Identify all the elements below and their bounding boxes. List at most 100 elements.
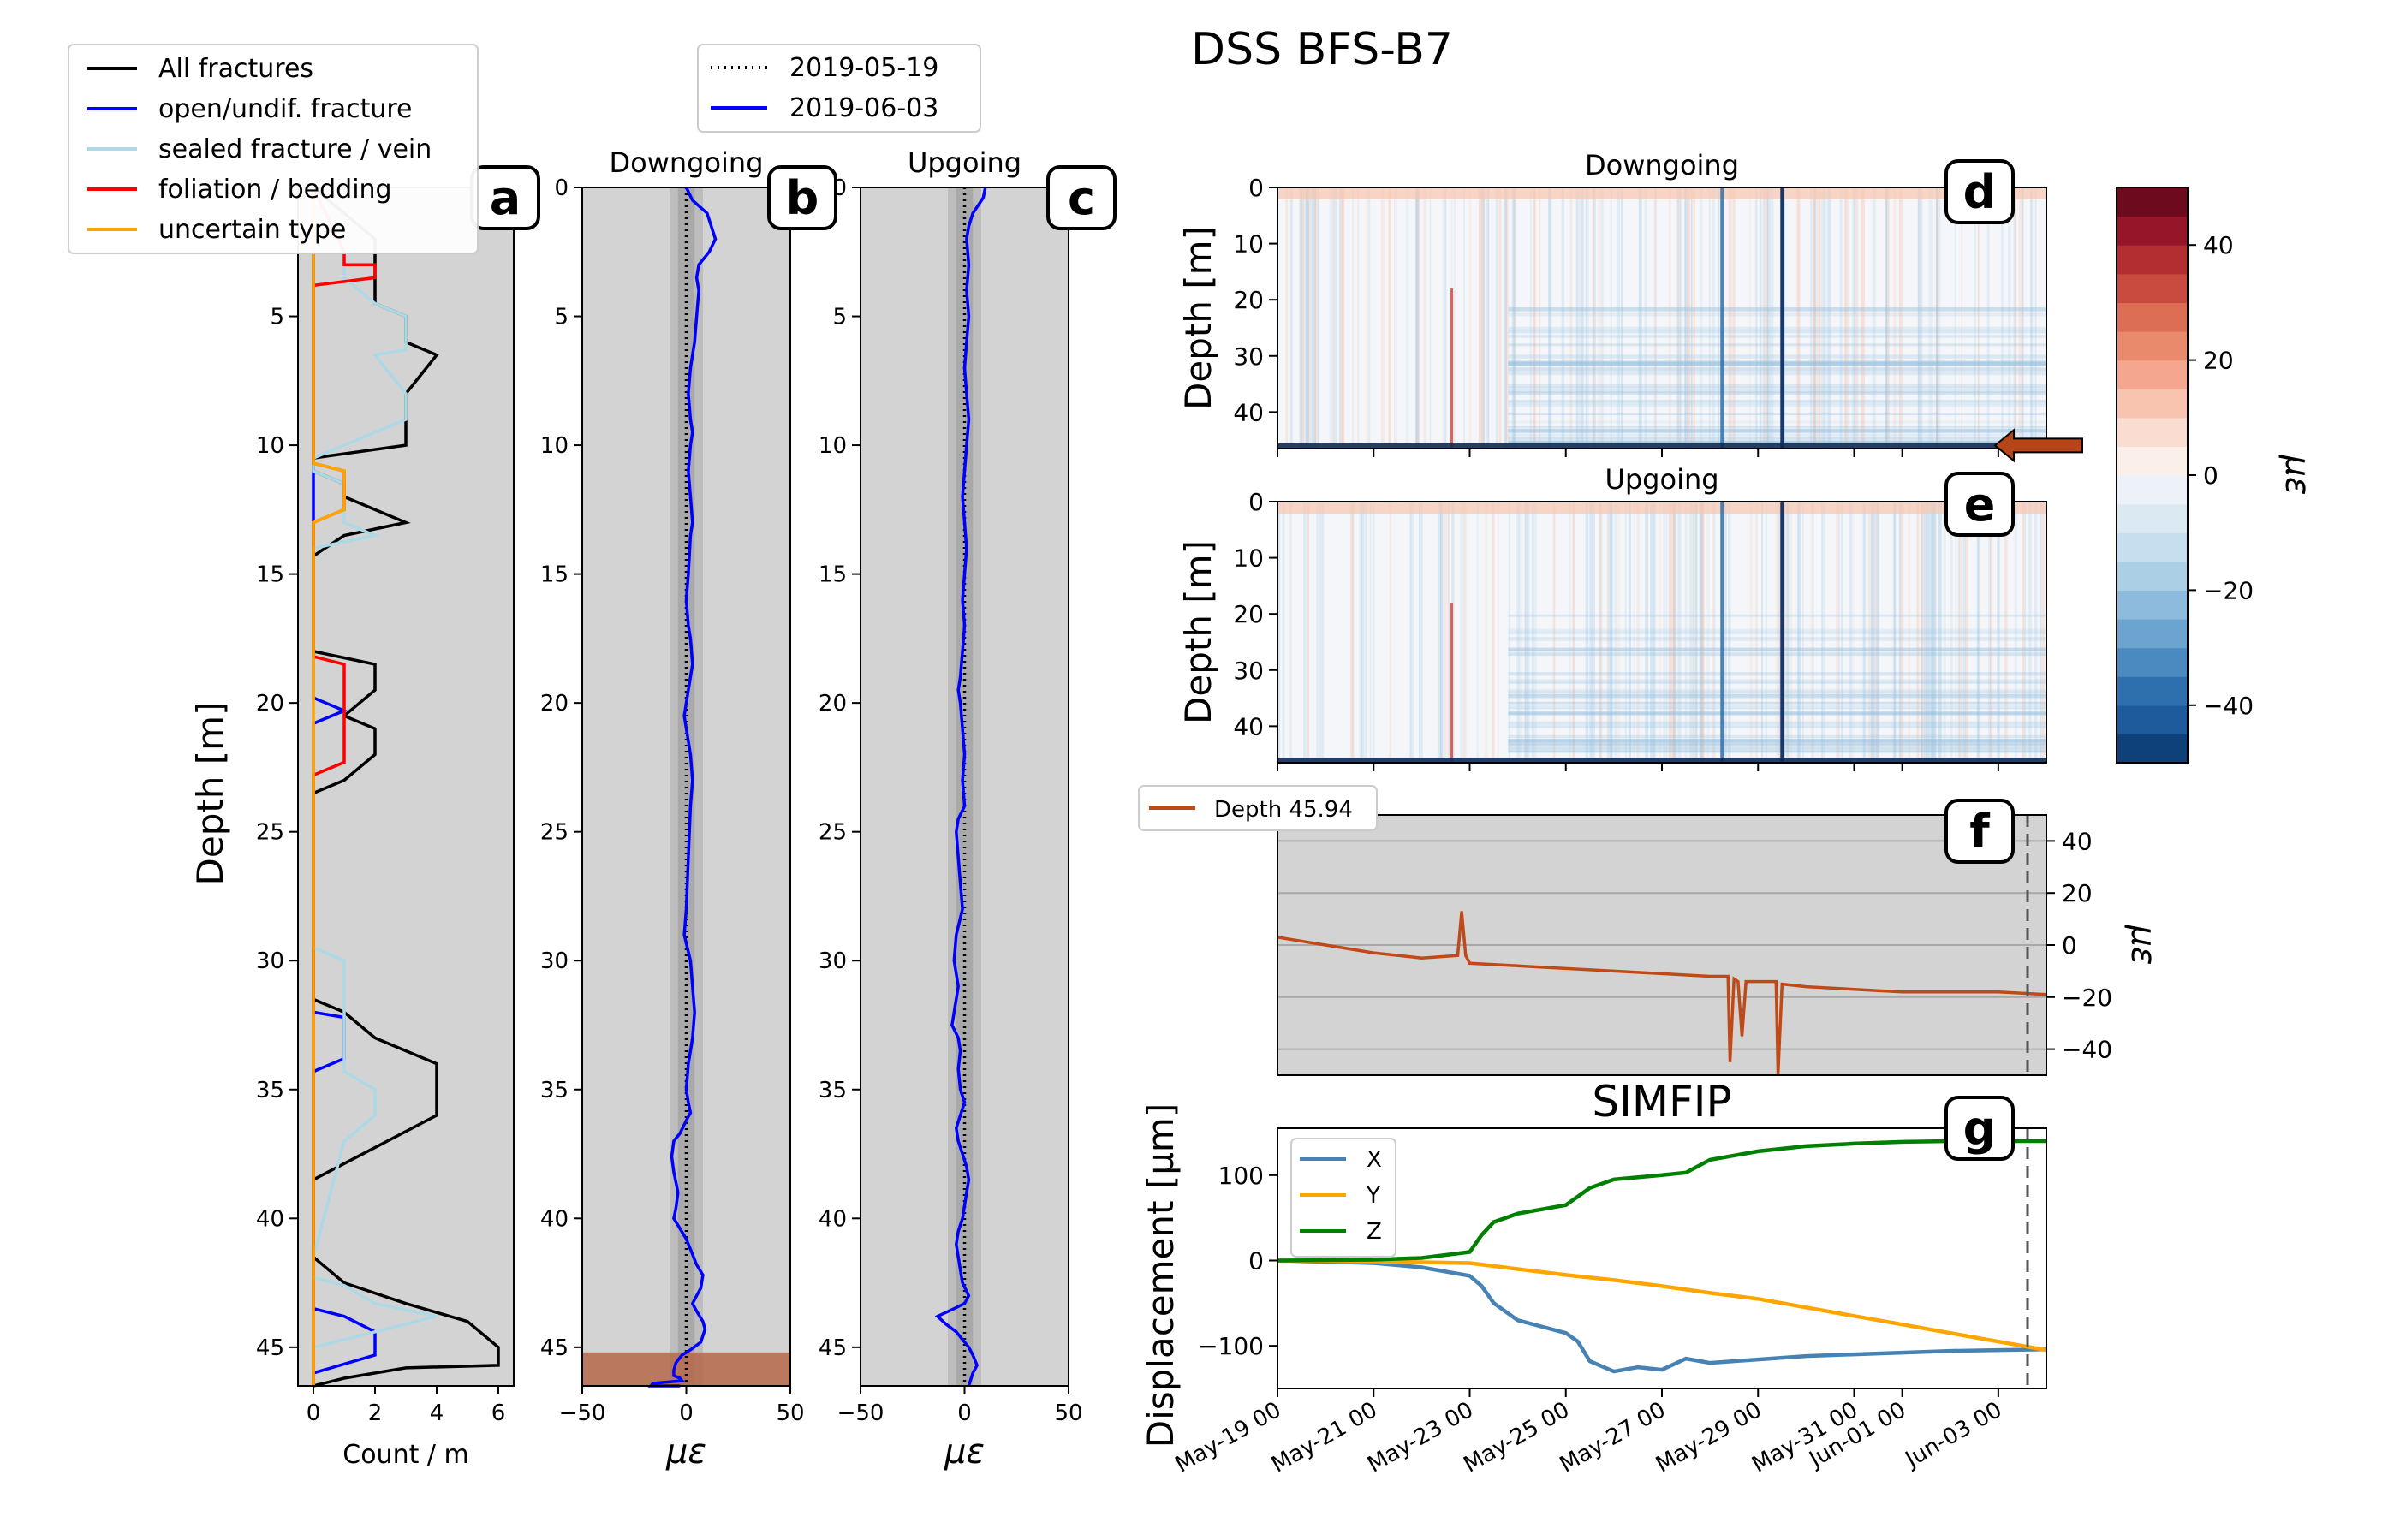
heatmap-streak xyxy=(1307,187,1309,449)
heatmap-streak xyxy=(1712,187,1715,449)
heatmap-streak xyxy=(1930,502,1934,763)
heatmap-streak xyxy=(1340,187,1344,449)
heatmap-band xyxy=(1508,434,2046,437)
y-tick-label: 30 xyxy=(1233,342,1264,371)
heatmap-streak xyxy=(1760,187,1761,449)
heatmap-streak xyxy=(1844,187,1847,449)
y-tick-label: 5 xyxy=(554,305,569,330)
heatmap-streak xyxy=(1997,502,2000,763)
heatmap-streak xyxy=(1524,502,1528,763)
heatmap-streak xyxy=(1766,187,1769,449)
heatmap-streak xyxy=(1317,187,1319,449)
series-line xyxy=(312,187,346,1386)
heatmap-band xyxy=(1508,386,2046,391)
heatmap-streak xyxy=(1854,187,1856,449)
heatmap-band xyxy=(1508,651,2046,657)
heatmap-streak xyxy=(1853,502,1855,763)
heatmap-streak xyxy=(2034,502,2038,763)
colorbar-segment xyxy=(2117,331,2188,361)
heatmap-streak xyxy=(1872,187,1875,449)
heatmap-streak xyxy=(2021,187,2023,449)
legend-box xyxy=(1138,785,1378,831)
colorbar-segment xyxy=(2117,561,2188,591)
heatmap-band xyxy=(1508,437,2046,440)
heatmap-streak xyxy=(1448,502,1450,763)
panel-title: Downgoing xyxy=(1585,149,1739,181)
colorbar-segment xyxy=(2117,389,2188,419)
heatmap-streak xyxy=(1893,187,1897,449)
heatmap-streak xyxy=(1926,502,1929,763)
heatmap-band xyxy=(1508,693,2046,697)
y-tick-label: 30 xyxy=(256,948,284,974)
x-tick-label: May-25 00 xyxy=(1460,1397,1575,1478)
heatmap-band xyxy=(1508,630,2046,635)
heatmap-streak xyxy=(1389,502,1391,763)
heatmap-streak xyxy=(1495,187,1498,449)
heatmap-streak xyxy=(1511,187,1515,449)
heatmap-streak xyxy=(1798,502,1801,763)
heatmap-streak xyxy=(1454,187,1456,449)
heatmap-band xyxy=(1508,751,2046,753)
x-tick-label: 50 xyxy=(776,1400,804,1426)
heatmap-streak xyxy=(1314,187,1317,449)
heatmap-band xyxy=(1508,429,2046,433)
legend-label: foliation / bedding xyxy=(158,175,392,205)
heatmap-streak xyxy=(1713,502,1716,763)
heatmap-streak xyxy=(1610,502,1613,763)
heatmap-streak xyxy=(1589,502,1593,763)
y-tick-label: 10 xyxy=(256,433,284,459)
heatmap-streak xyxy=(1307,187,1310,449)
heatmap-streak xyxy=(1480,187,1485,449)
heatmap-streak xyxy=(1921,502,1923,763)
heatmap-streak xyxy=(1672,502,1676,763)
heatmap-band xyxy=(1508,425,2046,429)
heatmap-streak xyxy=(1700,187,1703,449)
colorbar-segment xyxy=(2117,273,2188,303)
y-tick-label: 15 xyxy=(819,562,847,588)
heatmap-band xyxy=(1508,725,2046,728)
heatmap-streak xyxy=(1313,187,1317,449)
heatmap-streak xyxy=(1957,502,1960,763)
colorbar-tick-label: −20 xyxy=(2203,576,2254,604)
heatmap-band xyxy=(1508,672,2046,676)
heatmap-streak xyxy=(2030,187,2033,449)
series-line xyxy=(934,187,987,1387)
heatmap-streak xyxy=(1332,187,1335,449)
heatmap-streak xyxy=(2001,187,2004,449)
heatmap-streak xyxy=(1277,502,1280,763)
y-tick-label: 45 xyxy=(256,1335,284,1361)
heatmap-streak xyxy=(1783,502,1785,763)
heatmap-streak xyxy=(1572,502,1575,763)
legend-label: Y xyxy=(1366,1183,1380,1209)
heatmap-streak xyxy=(1460,502,1464,763)
heatmap-band xyxy=(1508,354,2046,359)
heatmap-streak xyxy=(1712,502,1714,763)
colorbar-segment xyxy=(2117,187,2188,217)
heatmap-streak xyxy=(1900,502,1904,763)
heatmap-streak xyxy=(1841,502,1843,763)
heatmap-streak xyxy=(1708,187,1711,449)
heatmap-streak xyxy=(1679,187,1682,449)
heatmap-band xyxy=(1508,439,2046,443)
heatmap-band xyxy=(1508,725,2046,728)
heatmap-streak xyxy=(1531,502,1533,763)
panel-letter-box xyxy=(767,165,837,230)
heatmap-band xyxy=(1508,701,2046,704)
heatmap-band xyxy=(1508,402,2046,405)
y-tick-label: 20 xyxy=(1233,286,1264,314)
heatmap-streak xyxy=(1836,502,1839,763)
heatmap-streak xyxy=(1447,502,1450,763)
heatmap-streak xyxy=(1851,187,1855,449)
heatmap-streak xyxy=(1796,187,1801,449)
heatmap-streak xyxy=(1762,187,1766,449)
heatmap-band xyxy=(1508,360,2046,366)
heatmap-streak xyxy=(1976,502,1979,763)
y-tick-label: 35 xyxy=(819,1078,847,1103)
heatmap-streak xyxy=(1782,502,1786,763)
y-tick-label: 25 xyxy=(540,820,569,846)
heatmap-band xyxy=(1508,688,2046,691)
heatmap-blue-line xyxy=(1720,502,1724,763)
heatmap-band xyxy=(1508,711,2046,715)
heatmap-band xyxy=(1508,647,2046,651)
colorbar-tick-label: 40 xyxy=(2203,231,2234,259)
